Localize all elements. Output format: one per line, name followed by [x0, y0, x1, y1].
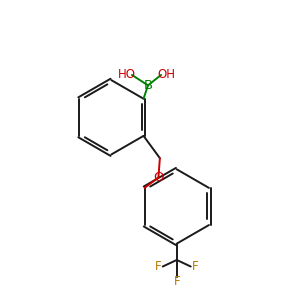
Text: O: O	[153, 171, 164, 184]
Text: HO: HO	[118, 68, 136, 82]
Text: B: B	[143, 79, 153, 92]
Text: F: F	[173, 275, 180, 288]
Text: F: F	[155, 260, 162, 273]
Text: OH: OH	[158, 68, 175, 82]
Text: F: F	[192, 260, 199, 273]
